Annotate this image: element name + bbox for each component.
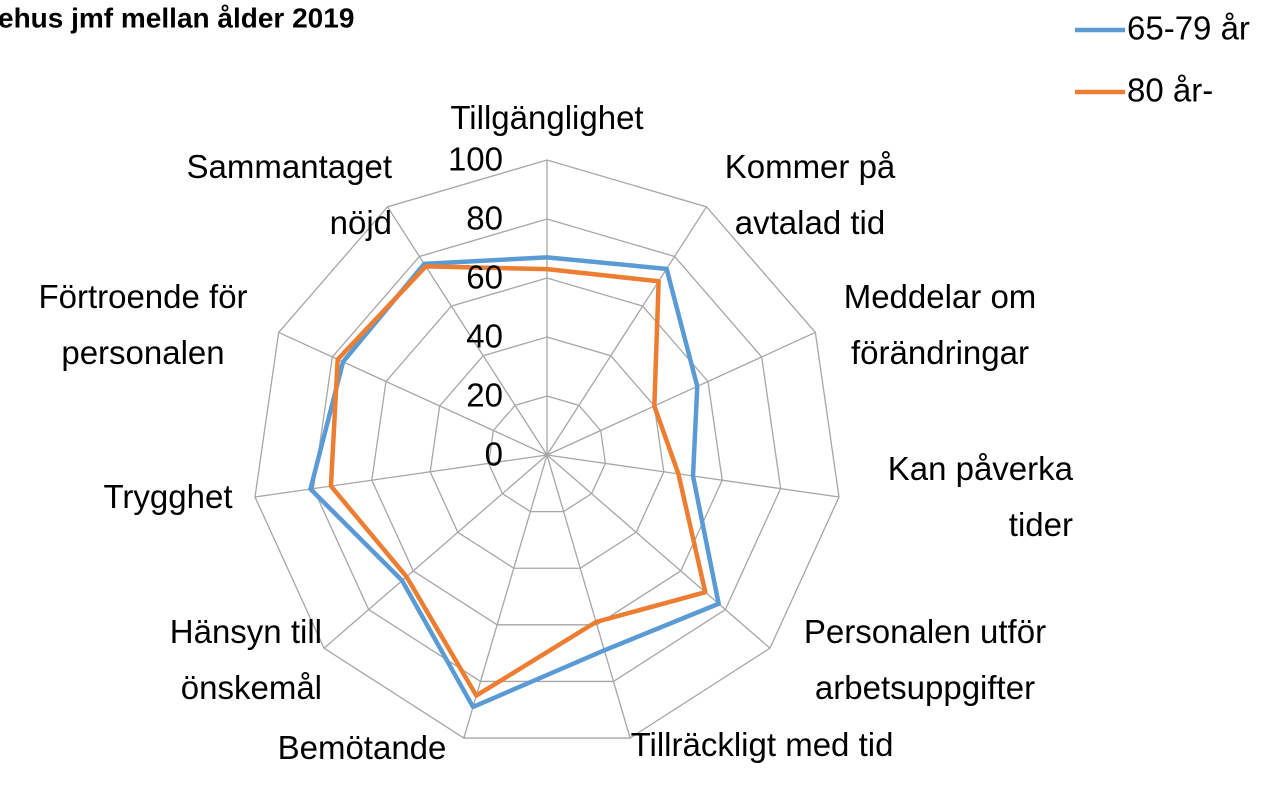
series-line bbox=[308, 255, 721, 710]
spoke bbox=[463, 454, 548, 739]
grid-ring bbox=[312, 218, 782, 683]
category-label: Meddelar om förändringar bbox=[843, 278, 1037, 371]
r-tick-label: 60 bbox=[466, 259, 503, 296]
spoke bbox=[546, 331, 816, 456]
r-tick-label: 100 bbox=[448, 141, 503, 178]
series-line bbox=[328, 264, 708, 698]
grid-ring bbox=[371, 277, 723, 626]
category-label: Bemötande bbox=[277, 729, 447, 766]
spoke bbox=[323, 454, 548, 649]
category-label: Sammantaget nöjd bbox=[186, 148, 392, 241]
spoke bbox=[278, 331, 548, 456]
grid-ring bbox=[429, 336, 665, 569]
spoke bbox=[546, 454, 771, 649]
category-label: Hänsyn till önskemål bbox=[169, 613, 322, 706]
grid-ring bbox=[487, 395, 607, 513]
spoke bbox=[546, 454, 631, 739]
r-tick-label: 20 bbox=[466, 377, 503, 414]
spoke bbox=[254, 454, 548, 498]
legend-label: 80 år- bbox=[1127, 72, 1213, 109]
category-label: Tillgänglighet bbox=[450, 99, 644, 136]
spoke bbox=[546, 206, 708, 456]
r-tick-label: 40 bbox=[466, 318, 503, 355]
chart-title: ehus jmf mellan ålder 2019 bbox=[0, 2, 354, 33]
category-label: Kommer på avtalad tid bbox=[724, 148, 896, 241]
category-label: Förtroende för personalen bbox=[38, 278, 248, 371]
spoke bbox=[386, 206, 548, 456]
category-label: Trygghet bbox=[103, 478, 233, 515]
r-tick-label: 0 bbox=[485, 436, 503, 473]
category-label: Personalen utför arbetsuppgifter bbox=[803, 613, 1047, 706]
r-tick-label: 80 bbox=[466, 200, 503, 237]
category-label: Kan påverka tider bbox=[887, 450, 1073, 543]
legend-label: 65-79 år bbox=[1127, 10, 1250, 47]
grid-ring bbox=[254, 159, 840, 739]
category-label: Tillräckligt med tid bbox=[630, 726, 894, 763]
